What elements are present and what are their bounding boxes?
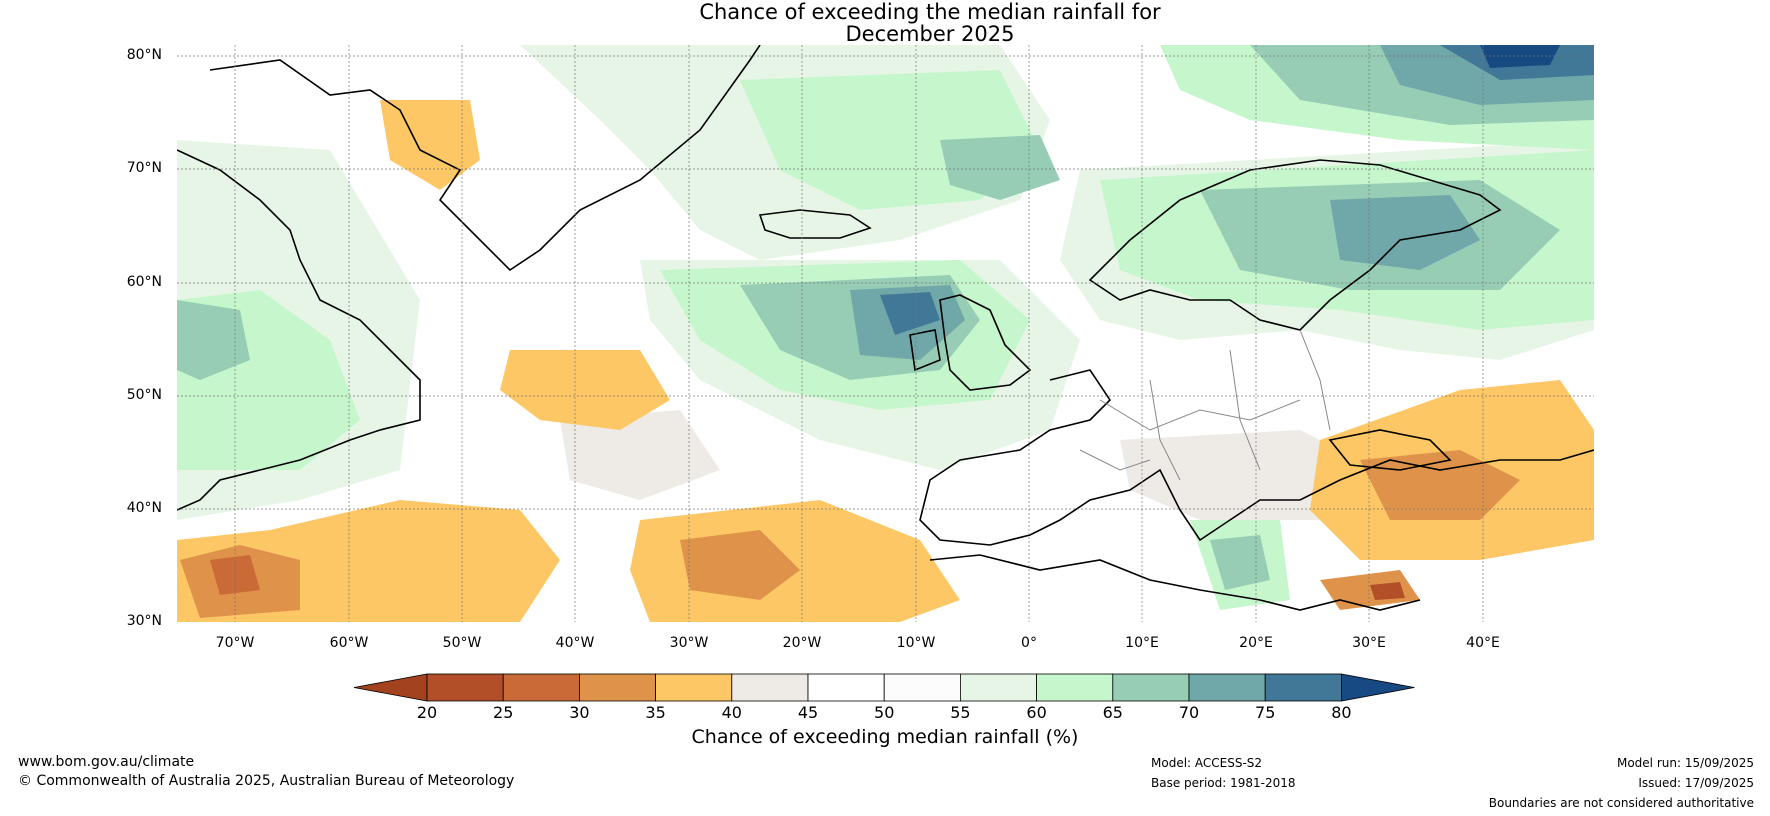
colorbar-tick-45: 45 bbox=[798, 703, 818, 722]
colorbar-tick-30: 30 bbox=[569, 703, 589, 722]
lon-label-60w: 60°W bbox=[329, 635, 369, 651]
teal-region-labrador bbox=[177, 300, 250, 380]
lat-label-60n: 60°N bbox=[126, 274, 162, 290]
lon-label-10w: 10°W bbox=[896, 635, 936, 651]
iceland-coast bbox=[758, 209, 872, 239]
footer-model-run: Model run: 15/09/2025 bbox=[1616, 756, 1754, 770]
colorbar-tick-25: 25 bbox=[493, 703, 513, 722]
footer-model: Model: ACCESS-S2 bbox=[1151, 756, 1263, 770]
lon-label-30w: 30°W bbox=[669, 635, 709, 651]
colorbar-segment-65-70 bbox=[1112, 673, 1190, 702]
map-title-line-1: Chance of exceeding the median rainfall … bbox=[699, 0, 1161, 24]
colorbar-segment-75-80 bbox=[1264, 673, 1342, 702]
colorbar-tick-55: 55 bbox=[950, 703, 970, 722]
rainfall-probability-field bbox=[177, 45, 1594, 622]
colorbar-tick-40: 40 bbox=[722, 703, 742, 722]
lat-label-30n: 30°N bbox=[126, 613, 162, 629]
colorbar-extend-high bbox=[1341, 673, 1415, 702]
uk-coast bbox=[939, 294, 1032, 391]
north-africa-coast bbox=[929, 554, 1421, 611]
teal-region-med bbox=[1210, 535, 1270, 590]
brown-region-atlantic-south bbox=[680, 530, 800, 600]
colorbar-tick-20: 20 bbox=[417, 703, 437, 722]
colorbar-tick-65: 65 bbox=[1103, 703, 1123, 722]
colorbar-segment-30-35 bbox=[579, 673, 657, 702]
black-sea-coast bbox=[1328, 429, 1452, 471]
greenland-coast bbox=[209, 45, 761, 272]
coastlines bbox=[177, 45, 1594, 611]
colorbar-segment-60-65 bbox=[1036, 673, 1114, 702]
steel-region-scandinavia bbox=[1330, 195, 1480, 270]
navy-region-arctic bbox=[1480, 45, 1560, 68]
lon-label-20e: 20°E bbox=[1239, 635, 1273, 651]
colorbar-tick-80: 80 bbox=[1331, 703, 1351, 722]
colorbar-tick-60: 60 bbox=[1026, 703, 1046, 722]
colorbar-segment-55-60 bbox=[960, 673, 1038, 702]
teal-region-north-atlantic bbox=[940, 135, 1060, 200]
lat-label-50n: 50°N bbox=[126, 387, 162, 403]
lon-label-30e: 30°E bbox=[1352, 635, 1386, 651]
colorbar-segment-25-30 bbox=[502, 673, 580, 702]
darkbrown-region-mideast bbox=[1370, 582, 1405, 600]
footer-copyright: © Commonwealth of Australia 2025, Austra… bbox=[18, 773, 515, 789]
ireland-coast bbox=[909, 329, 941, 372]
footer-issued: Issued: 17/09/2025 bbox=[1638, 776, 1754, 790]
lon-label-20w: 20°W bbox=[782, 635, 822, 651]
footer-base-period: Base period: 1981-2018 bbox=[1151, 776, 1296, 790]
colorbar-label: Chance of exceeding median rainfall (%) bbox=[691, 726, 1079, 748]
footer-disclaimer: Boundaries are not considered authoritat… bbox=[1488, 796, 1754, 810]
lat-label-80n: 80°N bbox=[126, 47, 162, 63]
brown-region-turkey bbox=[1360, 450, 1520, 520]
lon-label-40e: 40°E bbox=[1466, 635, 1500, 651]
colorbar-tick-50: 50 bbox=[874, 703, 894, 722]
canada-coast bbox=[177, 149, 421, 511]
country-boundaries bbox=[1079, 329, 1331, 481]
colorbar-segment-70-75 bbox=[1188, 673, 1266, 702]
colorbar-segment-20-25 bbox=[426, 673, 504, 702]
colorbar-tick-75: 75 bbox=[1255, 703, 1275, 722]
lon-label-0: 0° bbox=[1021, 635, 1037, 651]
orange-region-atlantic-mid bbox=[500, 350, 670, 430]
colorbar-segment-35-40 bbox=[655, 673, 733, 702]
lon-label-10e: 10°E bbox=[1125, 635, 1159, 651]
colorbar-extend-low bbox=[353, 673, 428, 702]
footer-website: www.bom.gov.au/climate bbox=[18, 754, 195, 770]
lon-label-70w: 70°W bbox=[215, 635, 255, 651]
colorbar: 20 25 30 35 40 45 50 55 60 65 70 75 80 bbox=[353, 673, 1415, 722]
lat-label-40n: 40°N bbox=[126, 500, 162, 516]
colorbar-segment-45-50 bbox=[807, 673, 885, 702]
lat-label-70n: 70°N bbox=[126, 160, 162, 176]
grey-region-atlantic bbox=[560, 410, 720, 500]
brown-region-mideast bbox=[1320, 570, 1420, 610]
lon-label-50w: 50°W bbox=[442, 635, 482, 651]
colorbar-segment-50-55 bbox=[883, 673, 961, 702]
graticule bbox=[177, 45, 1594, 622]
colorbar-tick-35: 35 bbox=[645, 703, 665, 722]
scandinavia-coast bbox=[1088, 159, 1502, 331]
colorbar-tick-70: 70 bbox=[1179, 703, 1199, 722]
map-title-line-2: December 2025 bbox=[845, 22, 1015, 46]
colorbar-segment-40-45 bbox=[731, 673, 809, 702]
lon-label-40w: 40°W bbox=[555, 635, 595, 651]
blue-region-uk bbox=[880, 292, 940, 335]
